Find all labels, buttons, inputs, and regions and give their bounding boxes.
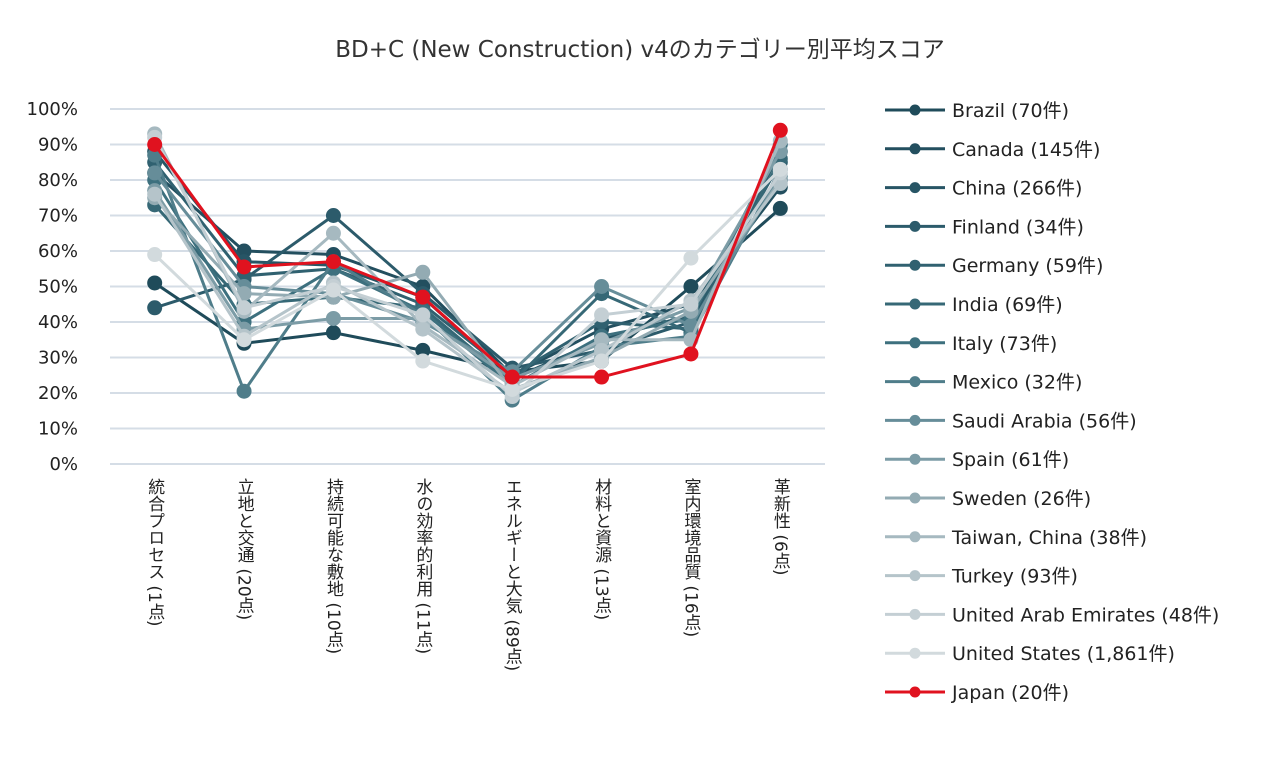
legend-label: Sweden (26件)	[952, 488, 1091, 510]
x-tick-label: エネルギーと大気 (89点)	[501, 478, 522, 672]
data-point	[236, 332, 252, 348]
legend-label: Spain (61件)	[952, 449, 1069, 471]
x-tick-label: 水の効率的利用 (11点)	[412, 478, 433, 655]
legend-label: Germany (59件)	[952, 255, 1103, 277]
data-point	[147, 300, 163, 316]
x-tick-label: 革新性 (6点)	[769, 478, 790, 576]
data-point	[415, 342, 431, 358]
data-point	[504, 369, 520, 385]
data-point	[594, 332, 610, 348]
data-point	[772, 122, 788, 138]
series-line	[153, 150, 782, 378]
legend-marker	[909, 570, 921, 582]
data-point	[415, 321, 431, 337]
legend-marker	[909, 647, 921, 659]
data-point	[415, 353, 431, 369]
series-line	[153, 179, 782, 392]
legend-label: United States (1,861件)	[952, 643, 1175, 665]
data-point	[325, 325, 341, 341]
legend-label: Turkey (93件)	[951, 566, 1078, 588]
data-point	[147, 165, 163, 181]
legend-label: Japan (20件)	[951, 682, 1069, 704]
legend-marker	[909, 531, 921, 543]
data-point	[325, 310, 341, 326]
data-point	[325, 225, 341, 241]
data-point	[147, 186, 163, 202]
data-point	[325, 254, 341, 270]
y-tick-label: 70%	[38, 206, 78, 227]
data-point	[772, 200, 788, 216]
data-point	[147, 137, 163, 152]
data-point	[504, 381, 520, 397]
data-point	[236, 383, 252, 399]
legend-label: India (69件)	[952, 294, 1063, 316]
legend-label: Finland (34件)	[952, 216, 1084, 238]
data-point	[147, 275, 163, 291]
legend-label: Taiwan, China (38件)	[951, 527, 1147, 549]
data-point	[594, 342, 610, 358]
y-tick-label: 0%	[49, 454, 78, 475]
data-point	[325, 282, 341, 298]
data-point	[683, 279, 699, 294]
y-tick-label: 90%	[38, 135, 78, 156]
legend-marker	[909, 492, 921, 504]
x-tick-label: 立地と交通 (20点)	[233, 478, 254, 621]
legend-marker	[909, 298, 921, 310]
series-line	[153, 168, 782, 392]
legend-marker	[909, 453, 921, 465]
data-point	[147, 247, 163, 263]
chart-title: BD+C (New Construction) v4のカテゴリー別平均スコア	[335, 37, 945, 63]
data-point	[415, 289, 431, 305]
data-point	[594, 369, 610, 385]
y-tick-label: 20%	[38, 383, 78, 404]
legend-label: China (266件)	[952, 178, 1082, 200]
legend-marker	[909, 104, 921, 116]
y-tick-label: 80%	[38, 170, 78, 191]
series-line	[153, 136, 782, 399]
data-point	[594, 279, 610, 294]
data-point	[236, 300, 252, 316]
x-tick-label: 材料と資源 (13点)	[591, 478, 612, 621]
data-point	[415, 307, 431, 323]
legend-marker	[909, 337, 921, 349]
legend-label: Mexico (32件)	[952, 372, 1082, 394]
legend-marker	[909, 376, 921, 388]
legend-marker	[909, 608, 921, 620]
data-point	[415, 264, 431, 280]
legend-marker	[909, 220, 921, 232]
data-point	[683, 296, 699, 312]
data-point	[683, 346, 699, 362]
legend-label: Saudi Arabia (56件)	[952, 410, 1137, 432]
y-tick-label: 100%	[27, 99, 78, 120]
data-point	[236, 286, 252, 302]
data-point	[772, 161, 788, 177]
series-line	[153, 129, 782, 379]
legend-marker	[909, 686, 921, 698]
y-tick-label: 60%	[38, 241, 78, 262]
legend-marker	[909, 182, 921, 194]
y-tick-label: 10%	[38, 419, 78, 440]
x-tick-label: 統合プロセス (1点)	[144, 478, 165, 627]
legend-label: Italy (73件)	[952, 333, 1057, 355]
legend-marker	[909, 143, 921, 155]
legend-marker	[909, 259, 921, 271]
legend-label: Canada (145件)	[952, 139, 1100, 161]
data-point	[236, 259, 252, 275]
y-tick-label: 40%	[38, 312, 78, 333]
data-point	[683, 250, 699, 266]
series-line	[153, 182, 782, 395]
x-tick-label: 持続可能な敷地 (10点)	[322, 478, 343, 655]
legend-marker	[909, 414, 921, 426]
data-point	[325, 208, 341, 223]
legend-label: United Arab Emirates (48件)	[952, 604, 1219, 626]
legend-label: Brazil (70件)	[952, 100, 1069, 122]
data-point	[594, 307, 610, 323]
y-tick-label: 30%	[38, 348, 78, 369]
x-tick-label: 室内環境品質 (16点)	[680, 478, 701, 638]
data-point	[594, 353, 610, 369]
y-tick-label: 50%	[38, 277, 78, 298]
